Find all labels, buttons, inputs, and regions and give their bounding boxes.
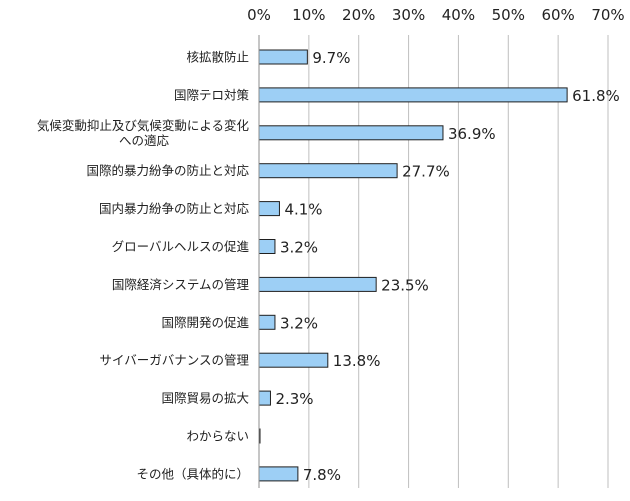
data-label: 23.5% xyxy=(381,276,429,294)
category-label: 国際開発の促進 xyxy=(161,315,249,330)
category-label: 国内暴力紛争の防止と対応 xyxy=(99,201,250,216)
data-label: 61.8% xyxy=(572,87,620,105)
bar xyxy=(258,276,377,292)
category-label: サイバーガバナンスの管理 xyxy=(99,353,249,368)
bar xyxy=(258,239,276,254)
data-label: 2.3% xyxy=(275,390,313,408)
bars xyxy=(258,49,568,482)
x-tick-label: 30% xyxy=(392,6,425,24)
bar xyxy=(258,352,329,368)
bar xyxy=(258,201,280,217)
bar xyxy=(258,466,299,482)
category-labels: 核拡散防止国際テロ対策気候変動抑止及び気候変動による変化への適応国際的暴力紛争の… xyxy=(37,50,250,482)
bar xyxy=(258,163,398,179)
category-label: わからない xyxy=(186,429,249,444)
gridlines xyxy=(308,35,609,488)
data-label: 36.9% xyxy=(448,125,496,143)
x-tick-label: 20% xyxy=(342,6,375,24)
x-tick-label: 10% xyxy=(292,6,325,24)
data-label: 27.7% xyxy=(402,163,450,181)
category-label: 国際的暴力紛争の防止と対応 xyxy=(86,163,249,178)
bar xyxy=(258,49,308,65)
bar xyxy=(258,87,568,103)
category-label: 核拡散防止 xyxy=(186,50,249,65)
data-label: 7.8% xyxy=(303,466,341,484)
x-tick-label: 50% xyxy=(492,6,525,24)
x-axis-ticks: 0% 10% 20% 30% 40% 50% 60% 70% xyxy=(247,6,625,24)
category-label: 国際経済システムの管理 xyxy=(112,277,250,292)
category-label: への適応 xyxy=(119,133,170,148)
data-label: 3.2% xyxy=(280,239,318,257)
x-tick-label: 40% xyxy=(442,6,475,24)
data-label: 3.2% xyxy=(280,314,318,332)
bar xyxy=(258,390,271,406)
x-tick-label: 60% xyxy=(541,6,574,24)
x-tick-label: 0% xyxy=(247,6,271,24)
bar xyxy=(258,314,276,330)
category-label: グローバルヘルスの促進 xyxy=(112,239,250,254)
bar xyxy=(258,125,444,141)
x-tick-label: 70% xyxy=(591,6,624,24)
category-label: 国際貿易の拡大 xyxy=(161,391,249,406)
data-labels: 9.7% 61.8% 36.9% 27.7% 4.1% 3.2% 23.5% 3.2% 13.8… xyxy=(275,49,619,484)
category-label: その他（具体的に） xyxy=(136,466,249,481)
data-label: 9.7% xyxy=(312,49,350,67)
data-label: 4.1% xyxy=(284,201,322,219)
category-label: 気候変動抑止及び気候変動による変化 xyxy=(37,118,250,133)
data-label: 13.8% xyxy=(333,352,381,370)
category-label: 国際テロ対策 xyxy=(174,87,250,102)
